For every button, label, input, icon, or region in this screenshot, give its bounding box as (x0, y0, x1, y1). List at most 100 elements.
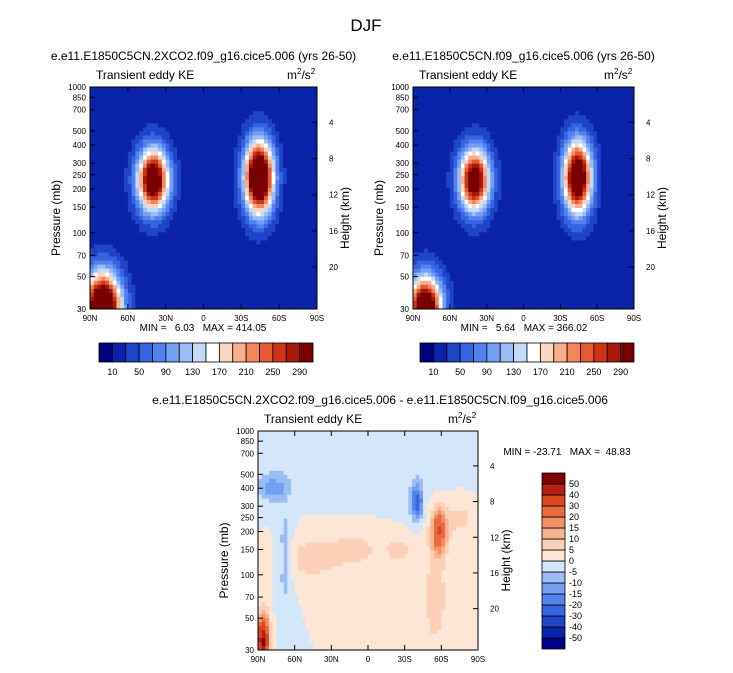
field-cell (218, 204, 223, 209)
field-cell (105, 252, 110, 257)
field-cell (169, 163, 174, 169)
field-cell (146, 187, 151, 193)
field-cell (578, 131, 583, 136)
field-cell (256, 252, 261, 257)
field-cell (534, 111, 539, 116)
field-cell (192, 236, 197, 241)
field-cell (207, 280, 212, 286)
field-cell (298, 163, 303, 169)
field-cell (578, 155, 583, 161)
field-cell (497, 139, 502, 144)
field-cell (108, 292, 114, 298)
field-cell (286, 107, 291, 112)
field-cell (471, 147, 477, 152)
field-cell (108, 252, 114, 257)
field-cell (116, 187, 121, 193)
field-cell (545, 171, 550, 177)
field-cell (226, 244, 231, 249)
field-cell (188, 236, 193, 241)
field-cell (275, 119, 280, 124)
field-cell (560, 103, 565, 108)
field-cell (298, 139, 303, 144)
field-cell (256, 195, 261, 201)
field-cell (142, 244, 148, 249)
field-cell (150, 87, 155, 92)
field-cell (101, 260, 106, 265)
field-cell (301, 280, 307, 286)
field-cell (589, 107, 594, 112)
field-cell (112, 87, 117, 92)
field-cell (124, 99, 129, 104)
field-cell (195, 99, 201, 104)
field-cell (222, 111, 227, 116)
field-cell (578, 99, 583, 104)
field-cell (538, 111, 543, 116)
field-cell (626, 87, 631, 92)
field-cell (597, 147, 602, 152)
field-cell (112, 284, 117, 290)
field-cell (154, 147, 159, 152)
field-cell (494, 179, 499, 185)
field-cell (420, 99, 425, 104)
y-tick-label: 100 (73, 229, 87, 238)
field-cell (195, 212, 201, 217)
field-cell (184, 99, 189, 104)
field-cell (139, 175, 144, 181)
field-cell (608, 115, 613, 120)
field-cell (154, 264, 159, 270)
field-cell (523, 119, 528, 124)
field-cell (124, 212, 129, 217)
field-cell (556, 119, 561, 124)
field-cell (294, 296, 299, 302)
field-cell (626, 175, 631, 181)
field-cell (177, 264, 182, 270)
field-cell (146, 195, 151, 201)
field-cell (267, 216, 272, 221)
field-cell (501, 135, 506, 140)
field-cell (271, 155, 276, 161)
field-cell (464, 115, 469, 120)
field-cell (161, 280, 167, 286)
field-cell (604, 135, 609, 140)
field-cell (593, 107, 598, 112)
field-cell (161, 175, 167, 181)
field-cell (154, 143, 159, 148)
field-cell (464, 135, 469, 140)
field-cell (611, 159, 616, 165)
field-cell (564, 91, 569, 96)
field-cell (298, 292, 303, 298)
field-cell (229, 143, 235, 148)
field-cell (538, 99, 543, 104)
field-cell (256, 256, 261, 261)
field-cell (305, 256, 310, 261)
field-cell (229, 252, 235, 257)
field-cell (611, 143, 616, 148)
field-cell (505, 131, 510, 136)
field-cell (508, 159, 513, 165)
field-cell (615, 155, 620, 161)
field-cell (519, 103, 524, 108)
field-cell (245, 135, 250, 140)
field-cell (313, 131, 318, 136)
field-cell (241, 224, 246, 229)
field-cell (252, 272, 257, 278)
field-cell (139, 280, 144, 286)
field-cell (279, 304, 284, 310)
field-cell (108, 151, 114, 157)
field-cell (154, 171, 159, 177)
field-cell (305, 139, 310, 144)
field-cell (252, 280, 257, 286)
field-cell (229, 147, 235, 152)
field-cell (108, 216, 114, 221)
field-cell (93, 91, 98, 96)
field-cell (248, 200, 254, 205)
field-cell (112, 252, 117, 257)
field-cell (482, 151, 488, 157)
field-cell (184, 220, 189, 225)
field-cell (416, 175, 421, 181)
field-cell (567, 183, 572, 189)
field-cell (464, 111, 469, 116)
field-cell (105, 103, 110, 108)
field-cell (165, 264, 170, 270)
field-cell (512, 191, 517, 197)
